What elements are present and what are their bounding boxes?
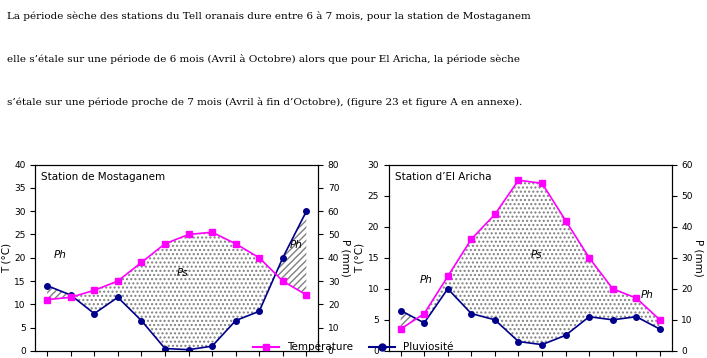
Text: Ph: Ph (54, 250, 67, 260)
Y-axis label: T (°C): T (°C) (1, 243, 11, 273)
Y-axis label: P (mm): P (mm) (694, 239, 704, 277)
Text: Ps: Ps (530, 250, 542, 260)
Text: Ps: Ps (177, 268, 188, 279)
Text: elle s’étale sur une période de 6 mois (Avril à Octobre) alors que pour El Arich: elle s’étale sur une période de 6 mois (… (7, 54, 520, 64)
Text: Ph: Ph (290, 241, 303, 251)
Text: Ph: Ph (419, 275, 433, 285)
Legend: Température, Pluviosité: Température, Pluviosité (249, 338, 458, 356)
Text: Ph: Ph (641, 290, 654, 300)
Text: Station d’El Aricha: Station d’El Aricha (395, 172, 491, 182)
Text: La période sèche des stations du Tell oranais dure entre 6 à 7 mois, pour la sta: La période sèche des stations du Tell or… (7, 11, 531, 21)
Y-axis label: T (°C): T (°C) (355, 243, 365, 273)
Y-axis label: P (mm): P (mm) (341, 239, 351, 277)
Text: Station de Mostaganem: Station de Mostaganem (41, 172, 165, 182)
Text: s’étale sur une période proche de 7 mois (Avril à fin d’Octobre), (figure 23 et : s’étale sur une période proche de 7 mois… (7, 97, 522, 107)
